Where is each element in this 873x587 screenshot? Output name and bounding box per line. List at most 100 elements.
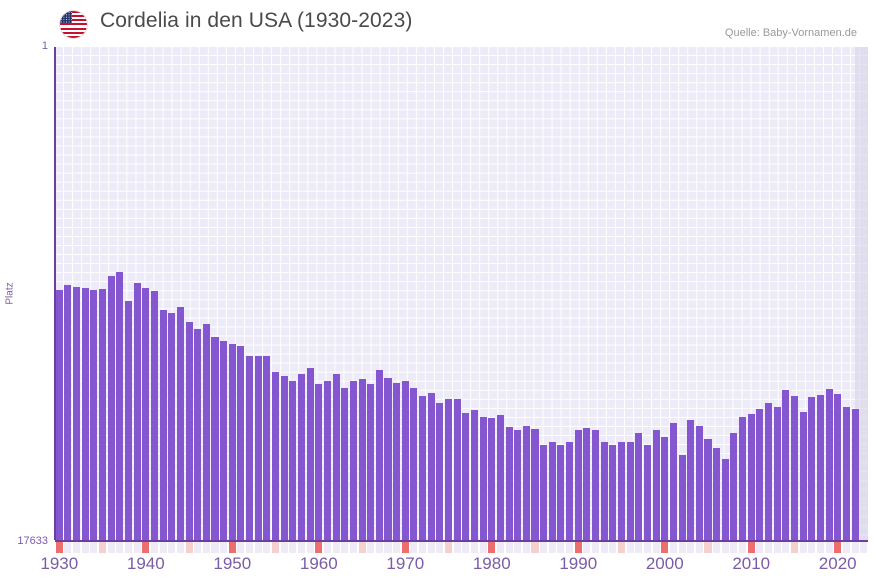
bar[interactable] bbox=[713, 448, 721, 540]
x-tick-mark bbox=[150, 542, 158, 553]
bar[interactable] bbox=[739, 417, 747, 540]
x-tick-mark bbox=[643, 542, 651, 553]
bar[interactable] bbox=[496, 414, 504, 540]
bar[interactable] bbox=[574, 429, 582, 540]
bar[interactable] bbox=[427, 393, 435, 540]
x-tick-mark bbox=[600, 542, 608, 553]
bar[interactable] bbox=[176, 307, 184, 540]
bar[interactable] bbox=[306, 367, 314, 540]
bar[interactable] bbox=[254, 355, 262, 540]
bar[interactable] bbox=[419, 395, 427, 540]
bar[interactable] bbox=[159, 310, 167, 540]
bar[interactable] bbox=[272, 372, 280, 540]
bar[interactable] bbox=[531, 429, 539, 540]
bar[interactable] bbox=[280, 375, 288, 540]
bar[interactable] bbox=[816, 395, 824, 540]
bar[interactable] bbox=[246, 356, 254, 540]
bar[interactable] bbox=[687, 420, 695, 540]
bar[interactable] bbox=[834, 394, 842, 540]
bar[interactable] bbox=[81, 288, 89, 540]
bar[interactable] bbox=[107, 275, 115, 540]
bar[interactable] bbox=[730, 433, 738, 540]
bar[interactable] bbox=[124, 300, 133, 540]
x-tick-mark bbox=[687, 542, 695, 553]
bar[interactable] bbox=[90, 289, 98, 540]
bar[interactable] bbox=[773, 407, 781, 540]
bar[interactable] bbox=[488, 418, 496, 540]
bar[interactable] bbox=[566, 441, 574, 540]
bar[interactable] bbox=[453, 399, 461, 540]
bar[interactable] bbox=[168, 312, 176, 540]
bar[interactable] bbox=[592, 430, 600, 540]
bar[interactable] bbox=[557, 444, 565, 540]
bar[interactable] bbox=[600, 442, 608, 540]
bar[interactable] bbox=[470, 410, 478, 540]
bar[interactable] bbox=[133, 283, 141, 540]
bar[interactable] bbox=[228, 344, 236, 540]
bar[interactable] bbox=[505, 426, 513, 540]
bar[interactable] bbox=[358, 378, 366, 540]
bar[interactable] bbox=[332, 374, 340, 540]
bar[interactable] bbox=[55, 290, 63, 540]
bar[interactable] bbox=[237, 346, 245, 540]
bar[interactable] bbox=[609, 444, 617, 540]
y-axis-line bbox=[54, 47, 56, 540]
bar[interactable] bbox=[73, 287, 81, 540]
bar[interactable] bbox=[211, 337, 219, 540]
bar[interactable] bbox=[436, 402, 444, 540]
bar[interactable] bbox=[540, 445, 548, 540]
bar[interactable] bbox=[150, 291, 158, 540]
bar[interactable] bbox=[375, 369, 383, 540]
bar[interactable] bbox=[462, 413, 470, 540]
bar[interactable] bbox=[297, 374, 306, 540]
bar[interactable] bbox=[393, 382, 401, 540]
bar[interactable] bbox=[782, 390, 790, 540]
bar[interactable] bbox=[142, 287, 150, 540]
bar[interactable] bbox=[643, 444, 651, 540]
bar[interactable] bbox=[808, 396, 816, 540]
bar[interactable] bbox=[695, 426, 703, 540]
bar[interactable] bbox=[851, 409, 859, 540]
bar[interactable] bbox=[548, 441, 556, 540]
bar[interactable] bbox=[756, 409, 764, 540]
bar[interactable] bbox=[185, 321, 193, 540]
bar[interactable] bbox=[341, 388, 349, 540]
bar[interactable] bbox=[678, 454, 686, 540]
bar[interactable] bbox=[445, 398, 453, 540]
bar[interactable] bbox=[263, 355, 271, 540]
bar[interactable] bbox=[583, 427, 591, 540]
bar[interactable] bbox=[194, 329, 202, 540]
bar[interactable] bbox=[401, 380, 409, 540]
bar[interactable] bbox=[842, 406, 850, 540]
bar[interactable] bbox=[635, 432, 643, 540]
bar[interactable] bbox=[747, 413, 755, 540]
bar[interactable] bbox=[617, 442, 626, 540]
bar[interactable] bbox=[790, 396, 798, 540]
bar[interactable] bbox=[479, 416, 487, 540]
bar[interactable] bbox=[522, 426, 530, 540]
bar[interactable] bbox=[765, 402, 773, 540]
bar[interactable] bbox=[652, 430, 660, 540]
bar[interactable] bbox=[220, 341, 228, 540]
bar[interactable] bbox=[410, 387, 418, 540]
bar[interactable] bbox=[704, 438, 712, 540]
bar[interactable] bbox=[315, 383, 323, 540]
bar[interactable] bbox=[323, 380, 331, 540]
bar[interactable] bbox=[116, 272, 124, 540]
bar[interactable] bbox=[99, 288, 107, 540]
bar[interactable] bbox=[384, 377, 392, 540]
x-tick-mark bbox=[609, 542, 617, 553]
bar[interactable] bbox=[661, 436, 669, 540]
bar[interactable] bbox=[367, 383, 375, 540]
bar[interactable] bbox=[289, 380, 297, 540]
bar[interactable] bbox=[799, 411, 807, 540]
bar[interactable] bbox=[721, 459, 729, 540]
bar[interactable] bbox=[64, 285, 72, 540]
bar[interactable] bbox=[202, 323, 210, 540]
bar[interactable] bbox=[514, 429, 522, 540]
x-tick-mark bbox=[739, 542, 747, 553]
bar[interactable] bbox=[669, 423, 677, 540]
bar[interactable] bbox=[349, 380, 357, 540]
bar[interactable] bbox=[626, 441, 634, 540]
bar[interactable] bbox=[825, 389, 833, 540]
